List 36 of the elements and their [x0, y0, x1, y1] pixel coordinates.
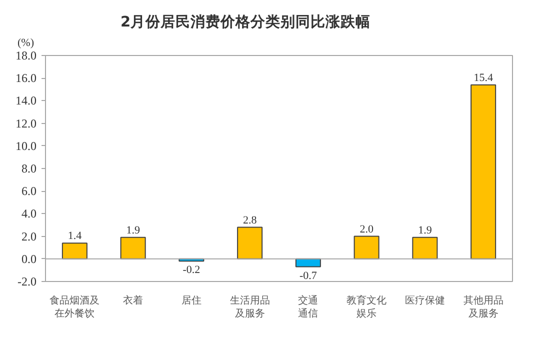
data-label: 15.4: [474, 72, 494, 84]
y-tick-label: 4.0: [22, 206, 36, 221]
x-tick-label: 医疗保健: [404, 294, 445, 306]
bar: [470, 84, 496, 260]
x-tick-label: 教育文化娱乐: [346, 294, 387, 320]
chart-title: 2月份居民消费价格分类别同比涨跌幅: [120, 14, 371, 30]
x-tick-label: 衣着: [123, 294, 144, 306]
bar: [354, 236, 380, 260]
y-tick-label: 18.0: [16, 48, 36, 62]
data-label: 1.9: [126, 224, 140, 236]
y-tick-label: 0.0: [22, 252, 36, 266]
x-tick-label: 交通通信: [298, 294, 318, 320]
y-axis-title: (%): [18, 37, 34, 49]
x-tick-label: 居住: [181, 296, 202, 306]
data-label: -0.2: [182, 264, 200, 276]
bar: [120, 236, 146, 260]
bar: [62, 242, 88, 260]
x-tick-label: 其他用品及服务: [463, 294, 504, 320]
data-label: 1.9: [418, 224, 432, 236]
bar: [412, 236, 438, 260]
y-tick-label: 2.0: [22, 229, 36, 244]
x-tick-label: 生活用品及服务: [230, 294, 270, 320]
y-tick-label: 10.0: [16, 138, 36, 153]
y-tick-label: -2.0: [18, 274, 37, 288]
data-label: 2.0: [360, 223, 374, 236]
bar: [237, 226, 263, 260]
data-label: 1.4: [68, 230, 82, 242]
y-tick-label: 6.0: [22, 184, 36, 198]
y-tick-label: 14.0: [16, 94, 36, 108]
x-tick-label: 食品烟酒及在外餐饮: [50, 294, 100, 320]
bar: [295, 258, 321, 268]
y-tick-label: 12.0: [16, 116, 36, 130]
y-tick-label: 16.0: [16, 71, 36, 86]
data-label: -0.7: [299, 270, 318, 282]
y-tick-label: 8.0: [22, 162, 36, 176]
data-label: 2.8: [242, 214, 258, 226]
